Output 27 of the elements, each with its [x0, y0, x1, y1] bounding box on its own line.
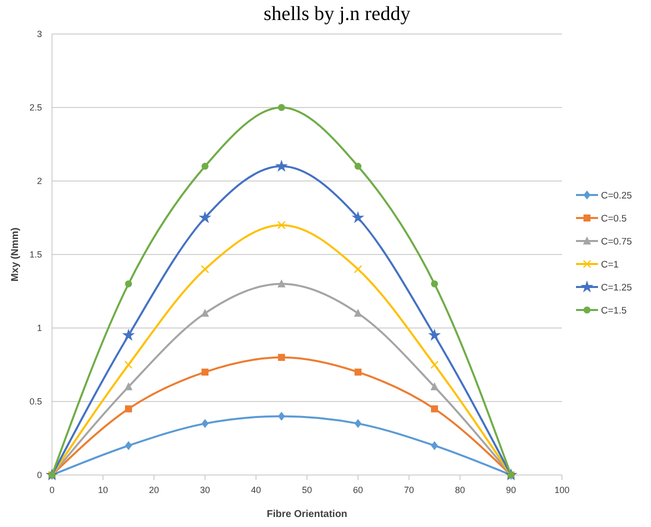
- x-tick-label: 20: [148, 485, 160, 495]
- y-tick-label: 2.5: [29, 102, 42, 112]
- y-axis-title: Mxy (Nmm): [10, 228, 21, 282]
- x-tick-label: 60: [352, 485, 364, 495]
- y-tick-label: 2: [36, 176, 42, 186]
- legend-label: C=1.25: [601, 282, 632, 294]
- x-tick-label: 100: [554, 485, 570, 495]
- x-tick-label: 70: [404, 485, 414, 495]
- legend-label: C=0.25: [601, 190, 632, 202]
- legend-label: C=1.5: [601, 306, 627, 316]
- y-tick-label: 0: [36, 470, 42, 480]
- chart-title: shells by j.n reddy: [264, 3, 410, 25]
- x-tick-label: 90: [506, 485, 516, 495]
- x-tick-label: 30: [200, 485, 210, 495]
- x-tick-label: 10: [98, 485, 108, 495]
- legend-label: C=0.5: [601, 214, 627, 224]
- y-tick-label: 1: [36, 323, 42, 333]
- legend-label: C=0.75: [601, 236, 632, 248]
- x-tick-label: 0: [49, 485, 55, 495]
- x-tick-label: 80: [454, 485, 466, 495]
- y-tick-label: 3: [36, 29, 42, 39]
- y-tick-label: 0.5: [29, 396, 42, 406]
- y-tick-label: 1.5: [29, 250, 42, 260]
- legend-label: C=1: [601, 260, 619, 270]
- x-tick-label: 50: [302, 485, 312, 495]
- x-axis-title: Fibre Orientation: [266, 509, 348, 520]
- x-tick-label: 40: [250, 485, 262, 495]
